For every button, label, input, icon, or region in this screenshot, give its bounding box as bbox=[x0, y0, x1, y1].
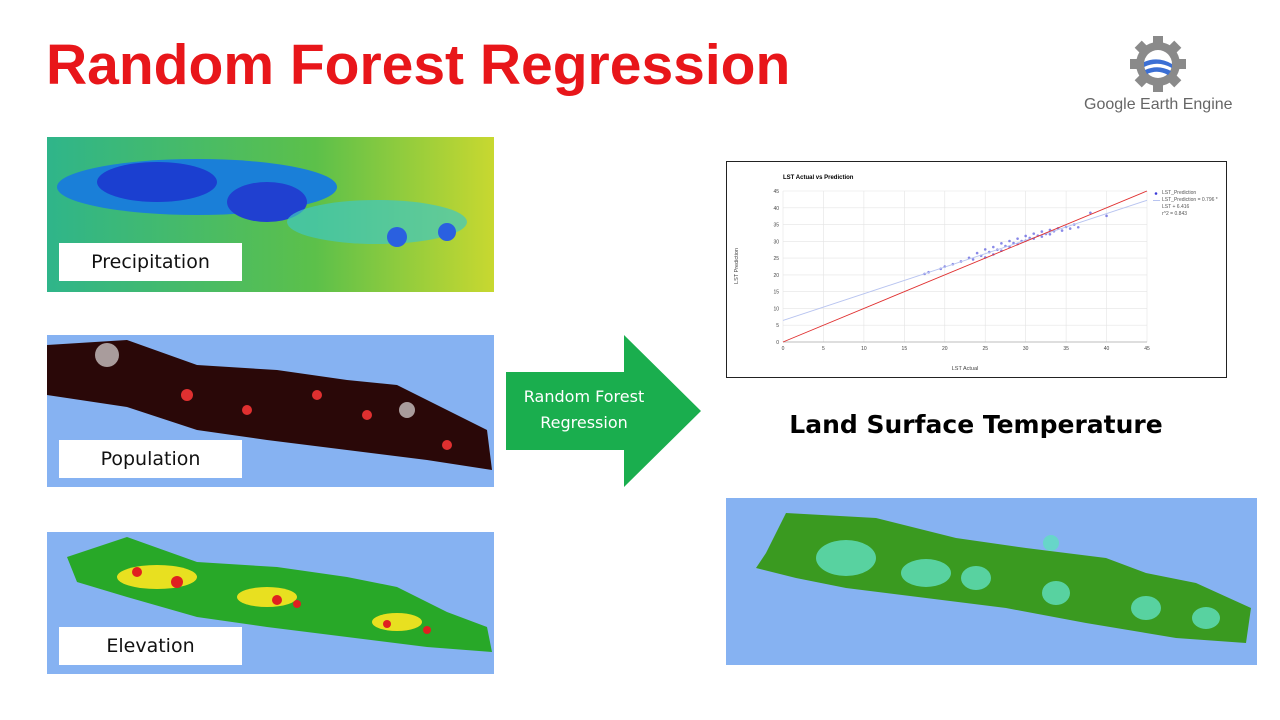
x-tick-label: 35 bbox=[1063, 346, 1069, 352]
point bbox=[992, 245, 995, 249]
point bbox=[971, 258, 975, 261]
x-tick-label: 0 bbox=[782, 346, 785, 352]
point bbox=[1032, 232, 1036, 235]
input-label: Elevation bbox=[59, 627, 242, 665]
precipitation-map: Precipitation bbox=[47, 137, 494, 292]
map-image bbox=[47, 532, 494, 674]
logo-icon bbox=[1130, 36, 1186, 92]
slide-title: Random Forest Regression bbox=[46, 33, 791, 97]
x-tick-label: 5 bbox=[822, 346, 825, 352]
legend-text: LST_Prediction bbox=[1162, 190, 1197, 196]
map-image bbox=[726, 498, 1257, 665]
y-tick-label: 35 bbox=[773, 223, 779, 229]
legend-marker bbox=[1154, 192, 1158, 195]
point bbox=[1068, 227, 1072, 230]
chart-title: LST Actual vs Prediction bbox=[783, 175, 854, 181]
point bbox=[1076, 225, 1080, 229]
y-tick-label: 20 bbox=[773, 273, 779, 279]
point bbox=[1060, 229, 1064, 232]
population-map: Population bbox=[47, 335, 494, 487]
point bbox=[1016, 237, 1019, 240]
point bbox=[1089, 211, 1092, 215]
x-tick-label: 30 bbox=[1023, 346, 1029, 352]
legend-text: r^2 = 0.843 bbox=[1162, 211, 1187, 217]
y-tick-label: 25 bbox=[773, 256, 779, 262]
elevation-map: Elevation bbox=[47, 532, 494, 674]
logo-text: Google Earth Engine bbox=[1084, 96, 1233, 113]
y-tick-label: 45 bbox=[773, 189, 779, 195]
x-tick-label: 25 bbox=[982, 346, 988, 352]
y-axis-label: LST Prediction bbox=[734, 248, 740, 284]
legend-entry: LST_Prediction bbox=[1162, 190, 1197, 196]
point bbox=[975, 251, 979, 255]
x-axis-label: LST Actual bbox=[952, 366, 979, 372]
lst-map bbox=[726, 498, 1257, 665]
point bbox=[1105, 214, 1108, 218]
legend-text: LST_Prediction = 0.796 * LST + 6.416 bbox=[1162, 197, 1218, 210]
x-tick-label: 45 bbox=[1144, 346, 1150, 352]
map-image bbox=[47, 137, 494, 292]
line bbox=[782, 190, 1148, 343]
input-label: Precipitation bbox=[59, 243, 242, 281]
chart-panel: LST Actual vs Prediction LST Actual LST … bbox=[726, 161, 1227, 378]
point bbox=[1040, 230, 1044, 233]
arrow bbox=[506, 335, 701, 487]
point bbox=[1008, 239, 1011, 243]
y-tick-label: 0 bbox=[776, 340, 779, 346]
line bbox=[782, 199, 1148, 321]
y-tick-label: 15 bbox=[773, 290, 779, 296]
y-tick-label: 5 bbox=[776, 323, 779, 329]
x-tick-label: 40 bbox=[1104, 346, 1110, 352]
y-tick-label: 40 bbox=[773, 206, 779, 212]
input-label: Population bbox=[59, 440, 242, 478]
legend-entry: LST_Prediction = 0.796 * LST + 6.416 bbox=[1162, 197, 1218, 210]
arrow-label: Random Forest Regression bbox=[523, 387, 645, 432]
y-tick-label: 10 bbox=[773, 306, 779, 312]
x-tick-label: 20 bbox=[942, 346, 948, 352]
point bbox=[983, 248, 987, 251]
point bbox=[1000, 242, 1003, 245]
y-tick-label: 30 bbox=[773, 239, 779, 245]
scatter-chart: LST Actual vs Prediction LST Actual LST … bbox=[734, 175, 1218, 372]
x-tick-label: 15 bbox=[902, 346, 908, 352]
point bbox=[1024, 234, 1027, 238]
x-tick-label: 10 bbox=[861, 346, 867, 352]
point bbox=[1040, 235, 1044, 238]
point bbox=[1048, 232, 1052, 236]
output-title: Land Surface Temperature bbox=[789, 410, 1163, 439]
